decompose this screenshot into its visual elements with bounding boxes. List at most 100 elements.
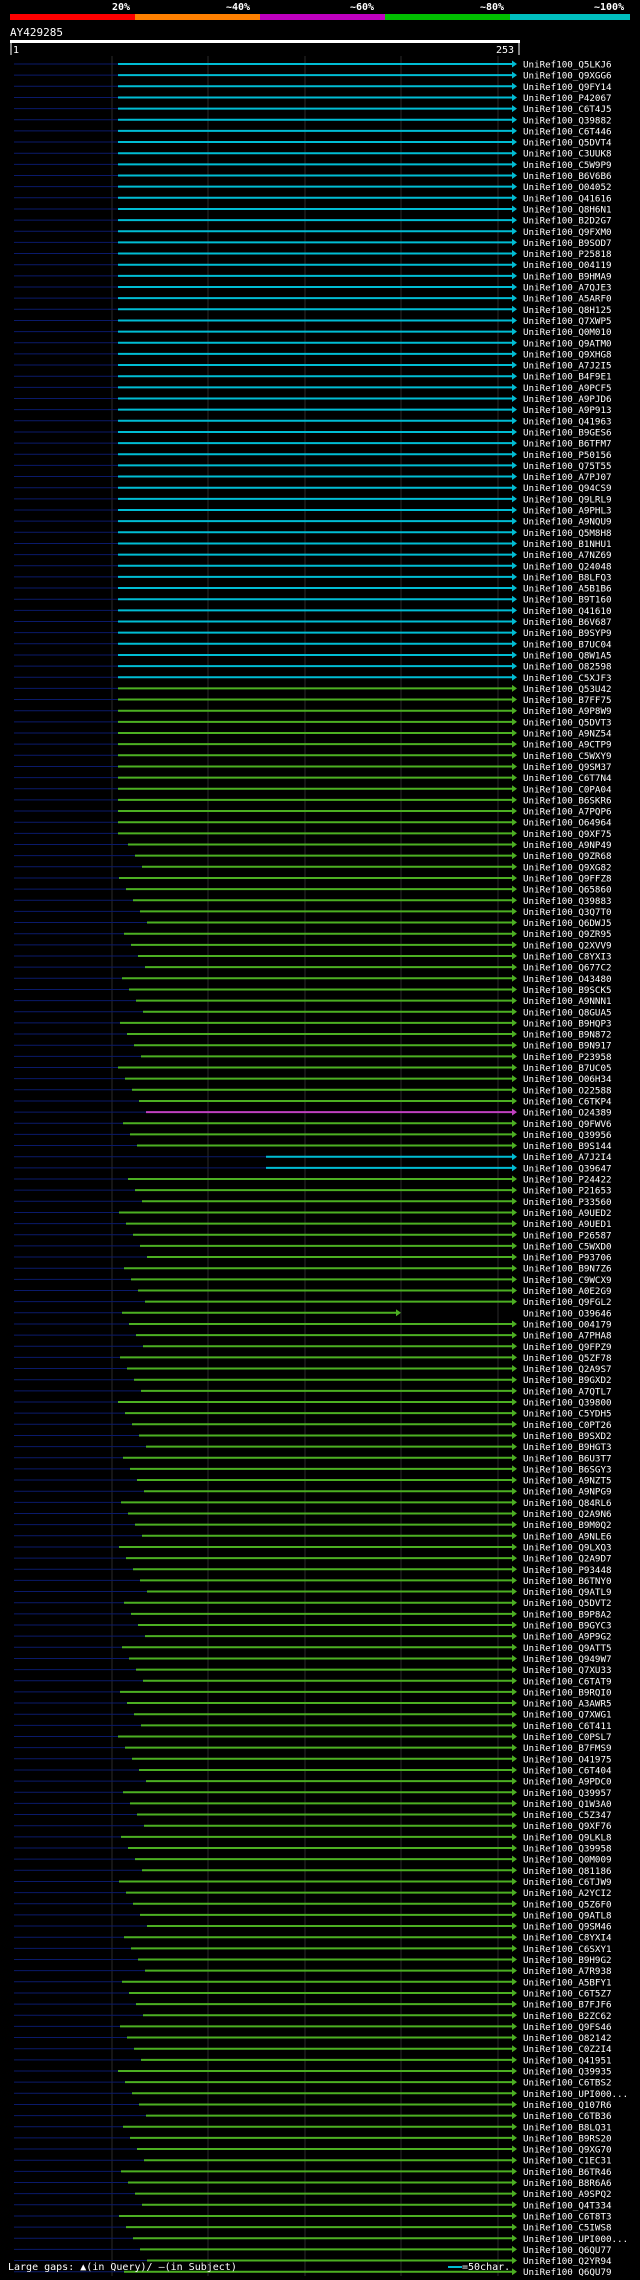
hit-label: UniRef100_B9GYC3 bbox=[523, 1621, 612, 1632]
hit-arrow-icon bbox=[512, 562, 517, 570]
hit-label: UniRef100_C5IWS8 bbox=[523, 2223, 612, 2234]
hit-arrow-icon bbox=[512, 1398, 517, 1406]
hit-label: UniRef100_Q9FXM0 bbox=[523, 227, 612, 238]
hit-arrow-icon bbox=[512, 863, 517, 871]
hit-arrow-icon bbox=[512, 305, 517, 313]
hit-arrow-icon bbox=[512, 2123, 517, 2131]
hit-label: UniRef100_C5W9P9 bbox=[523, 160, 612, 171]
hit-label: UniRef100_Q5Z6F0 bbox=[523, 1899, 612, 1910]
hit-arrow-icon bbox=[512, 1532, 517, 1540]
hit-arrow-icon bbox=[512, 417, 517, 425]
hit-label: UniRef100_B6TFM7 bbox=[523, 439, 612, 450]
hit-arrow-icon bbox=[512, 116, 517, 124]
hit-arrow-icon bbox=[512, 1197, 517, 1205]
hit-arrow-icon bbox=[512, 1866, 517, 1874]
hit-arrow-icon bbox=[512, 718, 517, 726]
hit-label: UniRef100_A7J2I5 bbox=[523, 361, 612, 372]
query-start: 1 bbox=[13, 45, 19, 56]
hit-label: UniRef100_Q41610 bbox=[523, 606, 612, 617]
hit-label: UniRef100_Q9FY14 bbox=[523, 82, 612, 93]
query-gap-icon: ▲ bbox=[80, 2262, 87, 2273]
hit-label: UniRef100_B8LQ31 bbox=[523, 2122, 612, 2133]
legend-tick-80: ~80% bbox=[480, 2, 504, 13]
hit-arrow-icon bbox=[512, 1688, 517, 1696]
hit-arrow-icon bbox=[512, 774, 517, 782]
hit-arrow-icon bbox=[512, 841, 517, 848]
hit-arrow-icon bbox=[512, 272, 517, 280]
hit-label: UniRef100_P24422 bbox=[523, 1175, 612, 1186]
hit-arrow-icon bbox=[512, 406, 517, 414]
hit-label: UniRef100_O41975 bbox=[523, 1754, 612, 1765]
hit-arrow-icon bbox=[512, 1755, 517, 1763]
hit-label: UniRef100_Q9FPZ9 bbox=[523, 1342, 612, 1353]
hit-label: UniRef100_Q0M010 bbox=[523, 327, 612, 338]
hit-label: UniRef100_C6TKP4 bbox=[523, 1096, 612, 1107]
hit-label: UniRef100_Q9XG82 bbox=[523, 862, 612, 873]
hit-arrow-icon bbox=[512, 1576, 517, 1584]
hit-arrow-icon bbox=[512, 1119, 517, 1127]
hit-arrow-icon bbox=[512, 2167, 517, 2175]
hit-arrow-icon bbox=[396, 1309, 401, 1317]
hit-label: UniRef100_Q9FS46 bbox=[523, 2022, 612, 2033]
hit-arrow-icon bbox=[512, 1844, 517, 1852]
hit-arrow-icon bbox=[512, 2089, 517, 2097]
hit-label: UniRef100_Q9ATL8 bbox=[523, 1910, 612, 1921]
hit-arrow-icon bbox=[512, 1588, 517, 1596]
hit-label: UniRef100_A9NQU9 bbox=[523, 517, 612, 528]
hit-label: UniRef100_O04052 bbox=[523, 182, 612, 193]
hit-label: UniRef100_Q9XF75 bbox=[523, 829, 612, 840]
hit-arrow-icon bbox=[512, 2212, 517, 2220]
hit-label: UniRef100_A7NZ69 bbox=[523, 550, 612, 561]
hit-arrow-icon bbox=[512, 1811, 517, 1819]
hit-label: UniRef100_A5BFY1 bbox=[523, 1977, 612, 1988]
subject-gap-icon: – bbox=[158, 2262, 165, 2273]
hit-arrow-icon bbox=[512, 183, 517, 191]
hit-label: UniRef100_Q9ATM0 bbox=[523, 338, 612, 349]
hit-arrow-icon bbox=[512, 1699, 517, 1707]
hit-label: UniRef100_Q8GUA5 bbox=[523, 1007, 612, 1018]
hit-arrow-icon bbox=[512, 1253, 517, 1261]
hit-arrow-icon bbox=[512, 328, 517, 336]
hit-arrow-icon bbox=[512, 1175, 517, 1183]
hit-label: UniRef100_C5XJF3 bbox=[523, 673, 612, 684]
hit-label: UniRef100_Q39883 bbox=[523, 896, 612, 907]
hit-arrow-icon bbox=[512, 1911, 517, 1919]
hit-label: UniRef100_Q6QU77 bbox=[523, 2245, 612, 2256]
hit-label: UniRef100_Q9LKL8 bbox=[523, 1832, 612, 1843]
hit-arrow-icon bbox=[512, 1654, 517, 1662]
hit-arrow-icon bbox=[512, 1008, 517, 1016]
hit-label: UniRef100_A7PHA8 bbox=[523, 1331, 612, 1342]
hit-label: UniRef100_Q8W1A5 bbox=[523, 650, 612, 661]
legend-tick-40: ~40% bbox=[226, 2, 250, 13]
hit-label: UniRef100_C5WXD0 bbox=[523, 1241, 612, 1252]
hit-label: UniRef100_Q75T55 bbox=[523, 461, 612, 472]
hit-arrow-icon bbox=[512, 874, 517, 882]
hit-arrow-icon bbox=[512, 1342, 517, 1350]
hit-arrow-icon bbox=[512, 1799, 517, 1807]
hit-arrow-icon bbox=[512, 1387, 517, 1395]
hit-arrow-icon bbox=[512, 1298, 517, 1306]
hit-label: UniRef100_A0E2G9 bbox=[523, 1286, 612, 1297]
hit-arrow-icon bbox=[512, 2145, 517, 2153]
hit-arrow-icon bbox=[512, 696, 517, 704]
hit-arrow-icon bbox=[512, 1353, 517, 1361]
hit-arrow-icon bbox=[512, 573, 517, 581]
alignment-panel: UniRef100_Q5LKJ6UniRef100_Q9XGG6UniRef10… bbox=[14, 56, 628, 2276]
hit-label: UniRef100_Q39647 bbox=[523, 1163, 612, 1174]
hit-arrow-icon bbox=[512, 1052, 517, 1060]
hit-label: UniRef100_C1EC31 bbox=[523, 2156, 612, 2167]
hit-label: UniRef100_B8LFQ3 bbox=[523, 572, 612, 583]
hit-arrow-icon bbox=[512, 450, 517, 458]
hit-arrow-icon bbox=[512, 1208, 517, 1216]
hit-label: UniRef100_P26587 bbox=[523, 1230, 612, 1241]
hit-arrow-icon bbox=[512, 1855, 517, 1863]
large-gaps-label: Large gaps: bbox=[8, 2262, 75, 2273]
hit-arrow-icon bbox=[512, 629, 517, 637]
hit-arrow-icon bbox=[512, 673, 517, 681]
hit-arrow-icon bbox=[512, 963, 517, 971]
hit-label: UniRef100_C6T411 bbox=[523, 1721, 612, 1732]
hit-arrow-icon bbox=[512, 227, 517, 235]
hit-arrow-icon bbox=[512, 551, 517, 559]
hit-arrow-icon bbox=[512, 2257, 517, 2265]
hit-label: UniRef100_Q9ATL9 bbox=[523, 1587, 612, 1598]
